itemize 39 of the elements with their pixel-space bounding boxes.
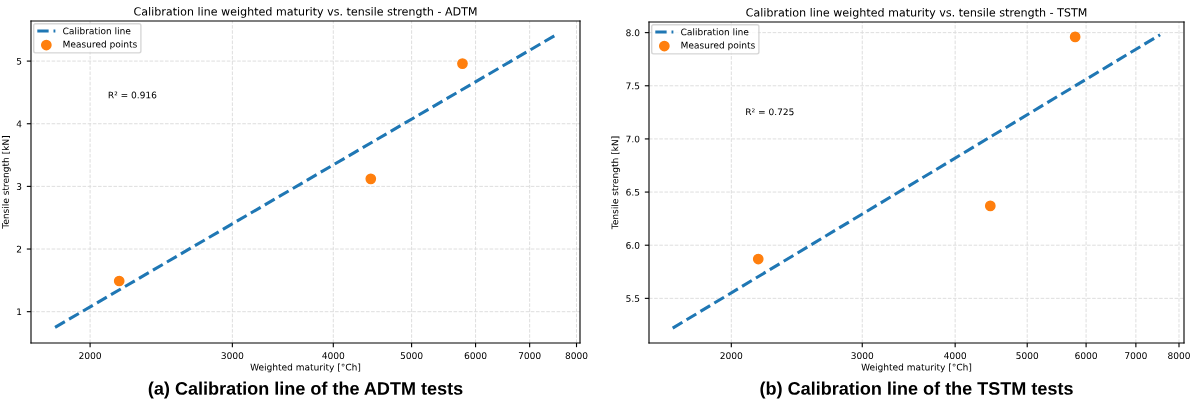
x-tick-label: 6000: [464, 352, 487, 360]
x-tick-label: 2000: [720, 352, 743, 360]
legend-label: Measured points: [63, 40, 137, 50]
x-tick-label: 8000: [1168, 352, 1190, 360]
y-tick-label: 7.5: [626, 82, 640, 90]
y-tick-label: 8.0: [626, 29, 640, 37]
y-tick-label: 4: [16, 120, 22, 128]
x-tick-label: 6000: [1075, 352, 1097, 360]
text: (a) Calibration line of the ADTM tests: [148, 381, 463, 399]
x-tick-label: 7000: [518, 352, 541, 360]
x-tick-label: 4000: [944, 352, 967, 360]
x-tick-label: 3000: [851, 352, 874, 360]
chart-title: Calibration line weighted maturity vs. tensile strength - ADTM: [134, 7, 477, 18]
y-tick-label: 3: [16, 183, 22, 190]
y-tick-label: 5.5: [626, 295, 640, 302]
x-axis-title: Weighted maturity [°Ch]: [861, 363, 972, 373]
y-tick-label: 2: [16, 245, 22, 253]
x-tick-label: 3000: [221, 352, 244, 360]
annotation: R² = 0.725: [746, 108, 794, 116]
chart-title: Calibration line weighted maturity vs. tensile strength - TSTM: [746, 8, 1087, 19]
x-tick-label: 7000: [1125, 352, 1147, 360]
y-tick-label: 6.5: [626, 188, 640, 196]
x-tick-label: 4000: [322, 352, 345, 360]
legend-label: Calibration line: [681, 28, 749, 36]
x-tick-label: 5000: [1016, 352, 1039, 360]
annotation: R² = 0.916: [108, 91, 157, 99]
x-tick-label: 5000: [400, 352, 423, 360]
x-tick-label: 2000: [79, 352, 101, 360]
y-tick-label: 7.0: [626, 135, 640, 143]
legend-label: Calibration line: [63, 27, 131, 35]
y-axis-title: Tensile strength [kN]: [611, 136, 621, 230]
y-tick-label: 5: [16, 57, 22, 65]
x-axis-title: Weighted maturity [°Ch]: [250, 363, 361, 373]
y-tick-label: 1: [17, 308, 22, 316]
text: (b) Calibration line of the TSTM tests: [760, 381, 1073, 399]
x-tick-label: 8000: [565, 352, 588, 360]
legend-label: Measured points: [681, 41, 755, 51]
y-axis-title: Tensile strength [kN]: [1, 136, 11, 229]
y-tick-label: 6.0: [626, 241, 640, 249]
